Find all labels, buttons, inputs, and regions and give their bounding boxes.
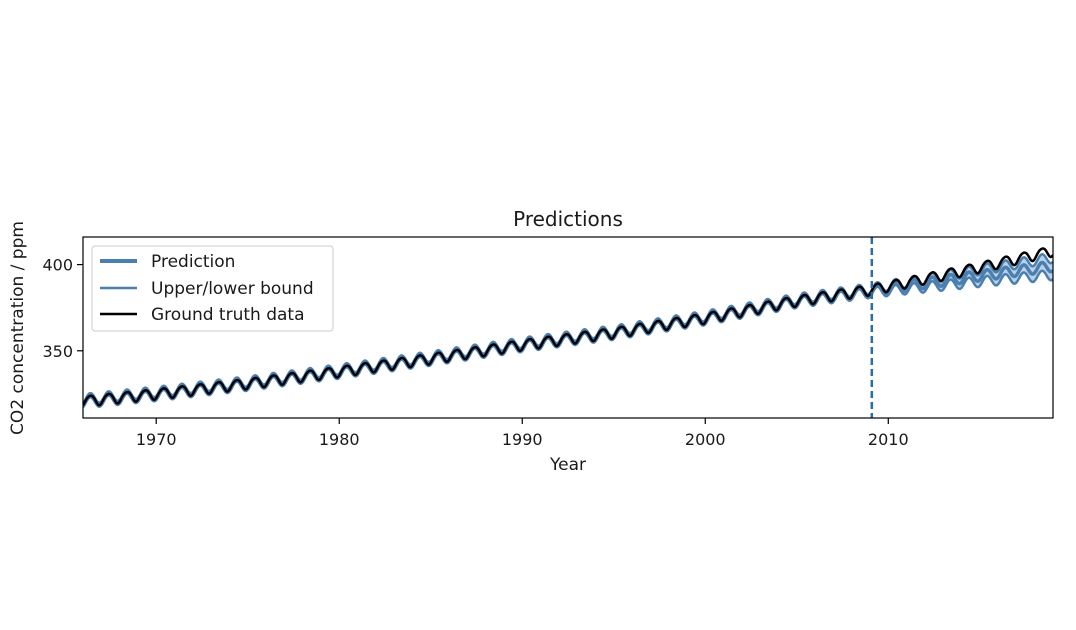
x-tick-label-1970: 1970 bbox=[136, 430, 177, 449]
y-axis: 350 400 bbox=[42, 256, 83, 361]
y-tick-label-350: 350 bbox=[42, 342, 73, 361]
legend-box bbox=[91, 245, 334, 332]
plot-frame bbox=[82, 236, 1054, 419]
legend-label-prediction: Prediction bbox=[151, 252, 235, 272]
legend-label-bound: Upper/lower bound bbox=[151, 279, 314, 299]
y-axis-label: CO2 concentration / ppm bbox=[8, 221, 28, 435]
series-ground-truth-line bbox=[83, 247, 1053, 407]
legend-label-ground-truth: Ground truth data bbox=[151, 305, 305, 325]
chart-title: Predictions bbox=[513, 207, 623, 231]
y-tick-label-400: 400 bbox=[42, 256, 73, 275]
x-axis: 1970 1980 1990 2000 2010 bbox=[136, 418, 909, 449]
x-axis-label: Year bbox=[549, 455, 586, 475]
x-tick-label-2000: 2000 bbox=[685, 430, 726, 449]
plot-area bbox=[83, 237, 1053, 418]
x-tick-label-2010: 2010 bbox=[868, 430, 909, 449]
legend: Prediction Upper/lower bound Ground trut… bbox=[91, 245, 334, 332]
x-tick-label-1980: 1980 bbox=[319, 430, 360, 449]
x-tick-label-1990: 1990 bbox=[502, 430, 543, 449]
